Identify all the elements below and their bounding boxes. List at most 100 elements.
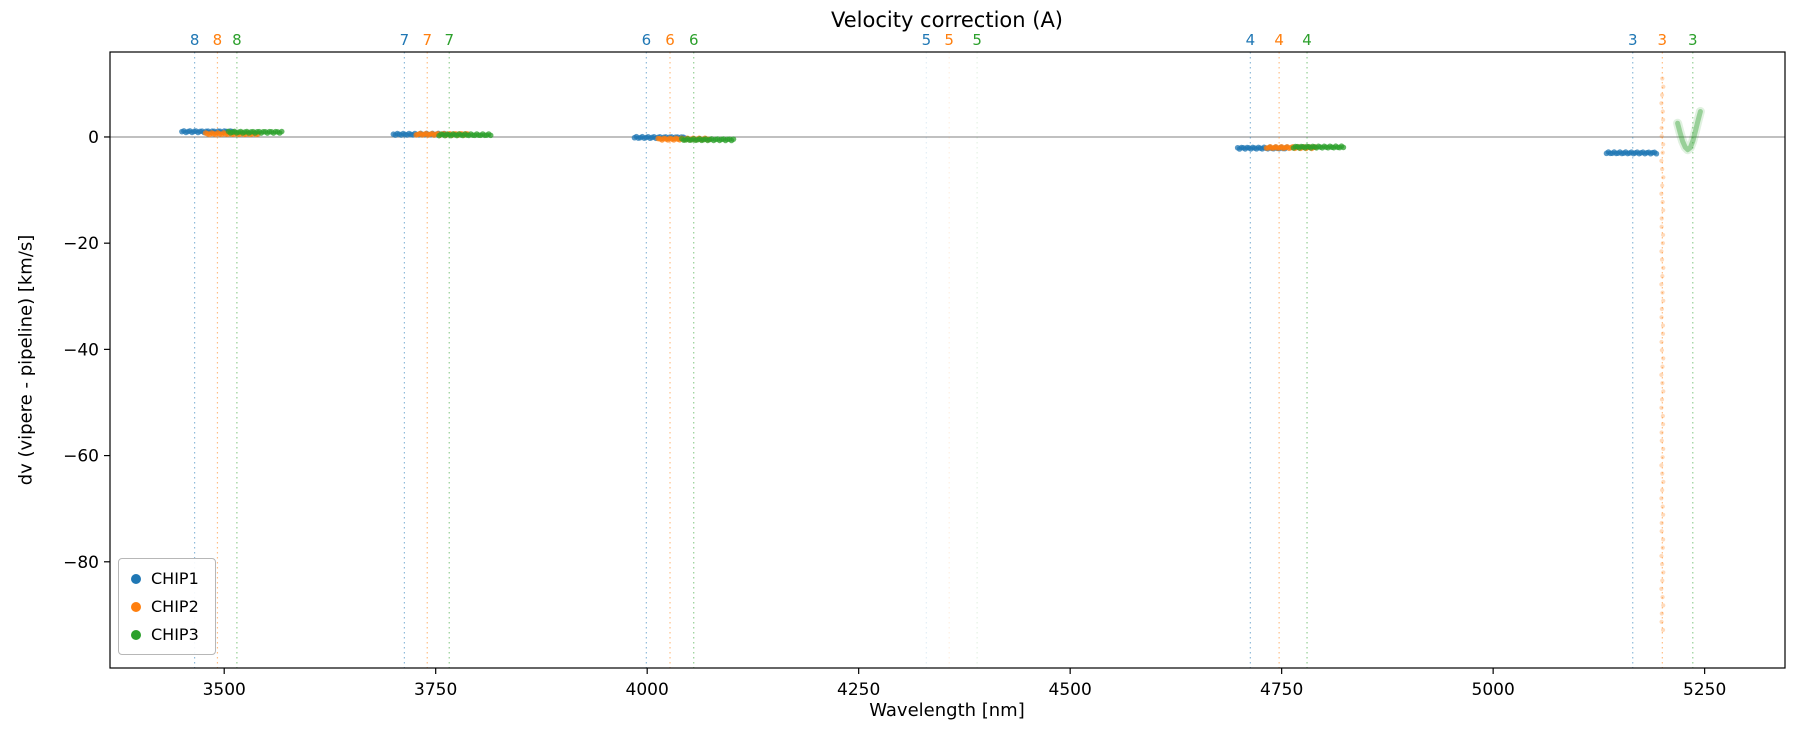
y-tick-label: −40 — [63, 340, 99, 360]
legend-label-chip2: CHIP2 — [151, 597, 199, 616]
anomaly-streak-point — [1661, 603, 1666, 608]
y-tick-label: −80 — [63, 553, 99, 573]
anomaly-streak-point — [1661, 389, 1666, 394]
order-label: 7 — [444, 31, 454, 49]
anomaly-streak-point — [1661, 512, 1666, 517]
anomaly-streak-point — [1660, 471, 1665, 476]
anomaly-streak-point — [1661, 570, 1666, 575]
order-label: 4 — [1246, 31, 1256, 49]
anomaly-streak-point — [1661, 142, 1666, 147]
anomaly-streak-point — [1659, 586, 1664, 591]
x-tick-label: 3500 — [203, 680, 246, 700]
anomaly-streak-point — [1660, 595, 1665, 600]
order-label: 3 — [1628, 31, 1638, 49]
anomaly-streak-point — [1659, 611, 1664, 616]
anomaly-streak-point — [1659, 257, 1665, 262]
order-label: 7 — [400, 31, 410, 49]
anomaly-streak-point — [1659, 463, 1664, 468]
anomaly-streak-point — [1660, 488, 1665, 493]
anomaly-streak-point — [1659, 529, 1664, 534]
anomaly-streak-point — [1660, 562, 1665, 567]
x-tick-label: 4750 — [1260, 680, 1303, 700]
anomaly-streak-point — [1659, 619, 1664, 624]
anomaly-streak-point — [1661, 175, 1666, 180]
legend-label-chip3: CHIP3 — [151, 625, 199, 644]
anomaly-streak-point — [1659, 553, 1664, 559]
anomaly-curve — [1675, 109, 1703, 153]
anomaly-streak-point — [1659, 92, 1665, 98]
anomaly-streak-point — [1659, 158, 1664, 163]
axes-spines — [109, 51, 1786, 669]
legend-item-chip1: CHIP1 — [131, 569, 199, 588]
order-label: 8 — [213, 31, 223, 49]
anomaly-streak-point — [1660, 413, 1665, 419]
anomaly-streak-point — [1661, 84, 1666, 89]
x-tick-label: 4500 — [1049, 680, 1092, 700]
anomaly-streak-point — [1659, 125, 1664, 131]
order-label: 4 — [1302, 31, 1312, 49]
anomaly-streak-point — [1659, 496, 1664, 501]
order-label: 5 — [944, 31, 954, 49]
order-label: 6 — [665, 31, 675, 49]
anomaly-streak-point — [1660, 504, 1665, 509]
anomaly-streak-point — [1659, 315, 1664, 320]
anomaly-streak-point — [1660, 166, 1665, 172]
anomaly-streak-point — [1661, 446, 1666, 452]
chart-title: Velocity correction (A) — [830, 8, 1064, 32]
chip2-marker-icon — [131, 601, 141, 612]
anomaly-streak-point — [1659, 339, 1664, 345]
anomaly-streak-point — [1660, 150, 1665, 155]
order-label: 6 — [689, 31, 699, 49]
anomaly-streak-point — [1659, 191, 1664, 196]
order-label: 4 — [1274, 31, 1284, 49]
legend: CHIP1 CHIP2 CHIP3 — [118, 558, 216, 655]
anomaly-streak-point — [1660, 241, 1665, 246]
anomaly-streak-point — [1661, 479, 1666, 484]
y-tick-label: −20 — [63, 234, 99, 254]
anomaly-streak-point — [1660, 545, 1665, 550]
anomaly-streak-point — [1659, 430, 1664, 435]
legend-label-chip1: CHIP1 — [151, 569, 199, 588]
data-point — [487, 132, 494, 139]
data-point — [1340, 144, 1347, 151]
anomaly-streak-point — [1660, 183, 1665, 188]
order-label: 3 — [1688, 31, 1698, 49]
x-tick-label: 4250 — [837, 680, 880, 700]
order-label: 6 — [642, 31, 652, 49]
anomaly-streak-point — [1660, 290, 1665, 295]
anomaly-streak-point — [1659, 224, 1664, 229]
anomaly-streak-point — [1659, 348, 1665, 353]
y-axis-label: dv (vipere - pipeline) [km/s] — [15, 234, 37, 486]
anomaly-streak-point — [1660, 199, 1665, 205]
order-label: 7 — [422, 31, 432, 49]
anomaly-streak-point — [1661, 265, 1666, 270]
anomaly-streak-point — [1661, 208, 1666, 213]
x-tick-label: 4000 — [626, 680, 669, 700]
anomaly-streak-point — [1659, 282, 1664, 287]
legend-item-chip2: CHIP2 — [131, 597, 199, 616]
anomaly-streak-point — [1659, 520, 1664, 526]
anomaly-streak-point — [1660, 627, 1666, 633]
anomaly-streak-point — [1660, 109, 1665, 114]
x-tick-label: 5000 — [1472, 680, 1515, 700]
x-tick-label: 5250 — [1683, 680, 1726, 700]
order-label: 5 — [922, 31, 932, 49]
anomaly-streak-point — [1661, 356, 1666, 361]
anomaly-streak-point — [1659, 372, 1664, 377]
anomaly-streak-point — [1660, 455, 1665, 460]
anomaly-streak-point — [1660, 331, 1666, 336]
x-tick-label: 3750 — [414, 680, 457, 700]
anomaly-streak-point — [1661, 298, 1666, 303]
order-label: 3 — [1658, 31, 1668, 49]
anomaly-streak-point — [1659, 101, 1664, 106]
anomaly-streak-point — [1661, 537, 1666, 542]
anomaly-curve-glow — [1673, 107, 1705, 155]
anomaly-streak-point — [1659, 306, 1664, 312]
order-label: 5 — [972, 31, 982, 49]
anomaly-streak-point — [1659, 405, 1664, 410]
anomaly-streak-point — [1660, 422, 1666, 427]
order-label: 8 — [190, 31, 200, 49]
anomaly-streak-point — [1661, 232, 1666, 238]
anomaly-streak-point — [1660, 323, 1666, 328]
